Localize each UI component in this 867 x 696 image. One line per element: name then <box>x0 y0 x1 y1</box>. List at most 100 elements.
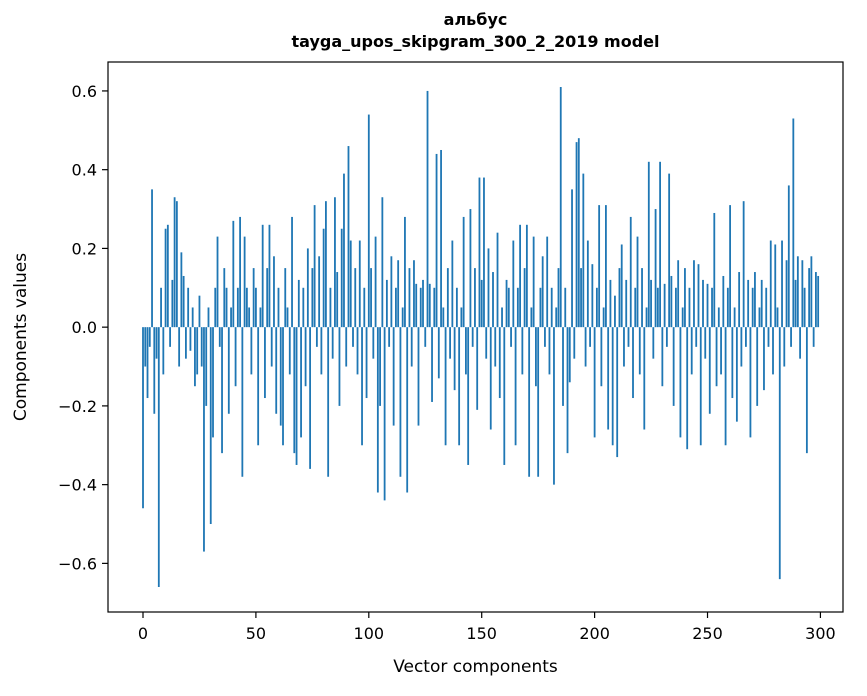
bar <box>352 327 354 347</box>
bar <box>507 287 510 328</box>
bar <box>686 327 689 450</box>
bar <box>354 268 357 328</box>
bar <box>397 260 400 328</box>
y-tick-label: 0.6 <box>72 82 97 101</box>
bar <box>142 327 144 509</box>
bar <box>363 287 366 328</box>
bar <box>514 327 517 446</box>
bar <box>417 327 420 426</box>
bar <box>390 256 393 328</box>
bar <box>162 327 165 375</box>
y-tick-label: −0.6 <box>58 554 97 573</box>
bar <box>729 205 731 328</box>
bar <box>270 327 273 367</box>
bar <box>336 272 339 328</box>
bar <box>618 268 621 328</box>
bar <box>146 327 149 399</box>
bar <box>227 327 230 414</box>
bar <box>191 307 194 328</box>
bar <box>541 256 544 328</box>
bar <box>512 240 515 328</box>
bar <box>627 327 630 347</box>
bar <box>758 307 761 328</box>
bar <box>647 161 650 328</box>
bar <box>458 327 461 446</box>
bar <box>261 224 264 328</box>
bar <box>275 327 278 414</box>
bar <box>207 307 210 328</box>
bar <box>670 275 673 328</box>
bar <box>478 177 481 328</box>
bar <box>376 327 379 493</box>
bar <box>609 279 612 328</box>
bar <box>539 287 542 328</box>
bar <box>234 327 237 387</box>
bar <box>164 228 167 328</box>
bar <box>555 307 558 328</box>
bar <box>765 287 768 328</box>
bar <box>406 327 409 493</box>
bar <box>815 272 817 328</box>
chart-title-line2: tayga_upos_skipgram_300_2_2019 model <box>292 32 660 51</box>
bar <box>437 327 440 379</box>
bar <box>203 327 205 552</box>
bar <box>510 327 512 347</box>
bar <box>340 228 343 328</box>
bar <box>684 268 686 328</box>
bar <box>297 279 300 328</box>
bar <box>602 307 605 328</box>
bar <box>774 244 777 328</box>
bar <box>557 268 560 328</box>
bar <box>288 327 291 375</box>
y-tick-label: 0.0 <box>72 318 97 337</box>
bar <box>769 240 772 328</box>
chart-title-line1: альбус <box>444 10 508 29</box>
bar <box>309 327 311 469</box>
bar <box>356 327 359 375</box>
bar <box>291 216 293 328</box>
bar <box>812 327 815 347</box>
bar <box>329 287 332 328</box>
bar <box>460 307 463 328</box>
bar <box>636 236 639 328</box>
bar <box>756 327 759 406</box>
bar <box>586 240 589 328</box>
bar <box>675 287 677 328</box>
x-tick-label: 100 <box>354 624 385 643</box>
bar <box>695 327 698 347</box>
bar <box>476 327 479 410</box>
bar <box>489 327 492 430</box>
bar <box>776 307 779 328</box>
bar <box>415 283 418 328</box>
bar <box>155 327 158 359</box>
bar <box>742 201 745 328</box>
bar <box>810 256 813 328</box>
bar <box>284 268 287 328</box>
bar <box>180 252 183 328</box>
bar <box>505 279 508 328</box>
bar <box>185 327 187 359</box>
bar <box>681 307 684 328</box>
bar <box>584 327 587 367</box>
bar <box>273 256 275 328</box>
bar <box>422 279 424 328</box>
bar <box>749 327 752 438</box>
x-tick-label: 0 <box>138 624 148 643</box>
x-tick-label: 300 <box>805 624 836 643</box>
bar <box>501 307 503 328</box>
bar <box>562 327 564 406</box>
bar <box>704 327 707 359</box>
bar <box>385 279 388 328</box>
bar <box>433 287 436 328</box>
bar <box>286 307 289 328</box>
bar <box>792 118 795 328</box>
bar <box>711 287 713 328</box>
bar <box>548 327 551 375</box>
bar <box>444 327 447 446</box>
bar <box>268 224 271 328</box>
bar <box>521 327 524 375</box>
bar <box>469 209 472 328</box>
bar <box>293 327 296 454</box>
x-tick-label: 50 <box>246 624 266 643</box>
